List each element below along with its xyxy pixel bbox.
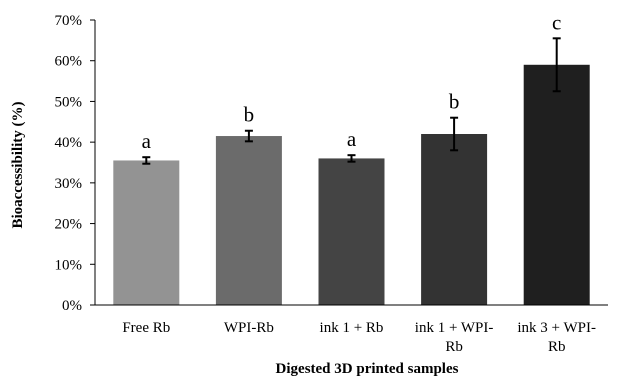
y-tick-label: 20% bbox=[55, 217, 83, 233]
y-tick-label: 40% bbox=[55, 135, 83, 151]
bar bbox=[523, 64, 590, 306]
x-category-label: Rb bbox=[445, 339, 463, 355]
y-tick-label: 60% bbox=[55, 54, 83, 70]
x-category-label: Free Rb bbox=[122, 320, 170, 336]
y-tick-label: 10% bbox=[55, 257, 83, 273]
error-bar bbox=[552, 37, 561, 93]
y-tick-label: 30% bbox=[55, 176, 83, 192]
y-axis-title: Bioaccessibility (%) bbox=[10, 101, 26, 228]
error-bar bbox=[244, 129, 253, 143]
y-tick-label: 0% bbox=[62, 298, 82, 314]
bar bbox=[113, 160, 180, 305]
bar bbox=[421, 134, 488, 305]
significance-labels: a b a b c bbox=[142, 10, 562, 153]
x-category-label: ink 1 + Rb bbox=[320, 320, 384, 336]
x-category-label: Rb bbox=[548, 339, 566, 355]
error-bar bbox=[347, 154, 356, 163]
significance-letter: c bbox=[552, 10, 561, 34]
error-bars bbox=[142, 37, 561, 165]
significance-letter: a bbox=[142, 129, 152, 153]
x-category-label: ink 3 + WPI- bbox=[517, 320, 596, 336]
y-tick-label: 50% bbox=[55, 94, 83, 110]
significance-letter: b bbox=[244, 103, 255, 127]
bar bbox=[318, 158, 385, 305]
x-category-label: ink 1 + WPI- bbox=[415, 320, 494, 336]
x-axis-categories: Free Rb WPI-Rb ink 1 + Rb ink 1 + WPI- Rb ink… bbox=[122, 320, 596, 355]
bars bbox=[113, 64, 590, 306]
y-tick-label: 70% bbox=[55, 13, 83, 29]
significance-letter: b bbox=[449, 90, 460, 114]
error-bar bbox=[450, 116, 459, 152]
bar bbox=[215, 136, 282, 305]
significance-letter: a bbox=[347, 127, 357, 151]
y-axis-ticks: 0% 10% 20% 30% 40% 50% 60% 70% bbox=[55, 13, 95, 314]
x-category-label: WPI-Rb bbox=[224, 320, 274, 336]
x-axis-title: Digested 3D printed samples bbox=[276, 361, 459, 377]
error-bar bbox=[142, 156, 151, 165]
